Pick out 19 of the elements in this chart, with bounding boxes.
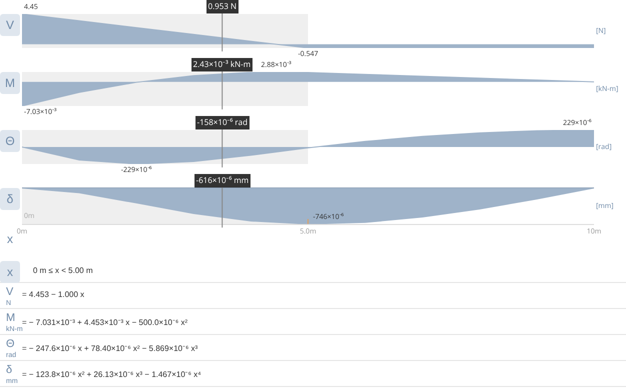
y-axis-title: V — [0, 14, 20, 36]
text: = − 247.6×10⁻⁶ x + 78.40×10⁻⁶ x² − 5.869×10⁻⁶ x³ — [22, 343, 198, 353]
y-axis-title: Θ — [0, 130, 20, 152]
text: M — [6, 312, 16, 324]
text: V — [6, 286, 14, 298]
text: 0 m ≤ x < 5.00 m — [33, 266, 93, 275]
text: = 4.453 − 1.000 x — [22, 290, 84, 299]
ref-line-label: -158×10⁻⁶ rad — [197, 117, 248, 128]
text: x — [0, 261, 20, 283]
text: Θ — [6, 338, 15, 350]
y-axis-title: M — [0, 72, 20, 94]
y-axis-title: δ — [0, 188, 20, 210]
text: δ — [6, 364, 12, 376]
text: = − 123.8×10⁻⁶ x² + 26.13×10⁻⁶ x³ − 1.467×10⁻⁶ x⁴ — [22, 369, 202, 379]
text: = − 7.031×10⁻³ + 4.453×10⁻³ x − 500.0×10⁻⁶ x² — [22, 317, 188, 327]
x-axis-title: x — [7, 232, 13, 246]
ref-line-label: -616×10⁻⁶ mm — [196, 175, 249, 186]
ref-line-label: 2.43×10⁻³ kN-m — [193, 59, 251, 70]
ref-line-label: 0.953 N — [208, 1, 236, 12]
